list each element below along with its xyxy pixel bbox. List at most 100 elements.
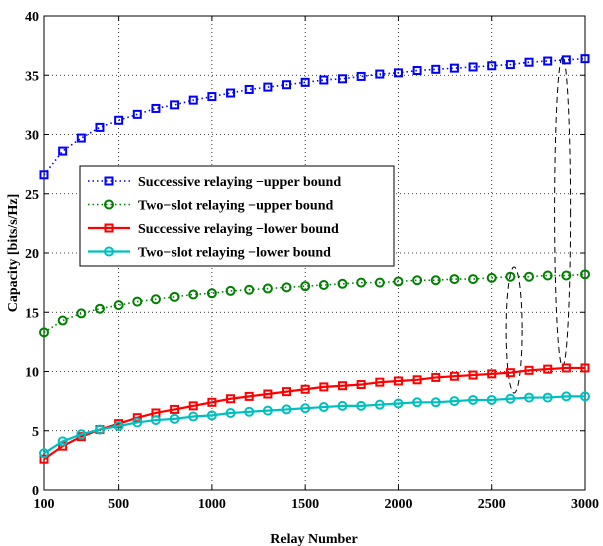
data-point xyxy=(580,363,590,373)
data-point xyxy=(113,421,124,432)
data-point xyxy=(206,410,217,421)
data-point xyxy=(487,369,497,379)
data-point xyxy=(580,269,590,280)
data-point xyxy=(39,454,49,464)
data-point xyxy=(505,368,515,378)
data-point xyxy=(188,401,198,411)
x-tick-labels: 100 500 1000 1500 2000 2500 3000 xyxy=(34,497,600,512)
data-point xyxy=(262,405,273,416)
data-point xyxy=(262,283,273,294)
data-point xyxy=(337,74,347,84)
data-point xyxy=(206,288,217,299)
data-point xyxy=(132,413,142,423)
legend-box xyxy=(79,165,395,267)
data-point xyxy=(132,296,143,307)
data-point xyxy=(300,403,311,414)
data-point xyxy=(468,274,479,285)
legend-label: Successive relaying −upper bound xyxy=(138,175,341,190)
x-axis-title: Relay Number xyxy=(270,532,358,546)
data-point xyxy=(412,66,422,76)
data-point xyxy=(374,399,385,410)
data-point xyxy=(170,100,180,110)
data-point xyxy=(337,381,347,391)
series-1 xyxy=(39,54,590,180)
data-point xyxy=(318,279,329,290)
data-point xyxy=(226,88,236,98)
data-point xyxy=(39,170,49,180)
data-point xyxy=(505,271,516,282)
data-point xyxy=(57,315,68,326)
data-point xyxy=(375,69,385,79)
axis-ticks xyxy=(43,15,586,491)
data-point xyxy=(188,95,198,105)
data-point xyxy=(281,282,292,293)
data-point xyxy=(150,415,161,426)
data-point xyxy=(151,103,161,113)
data-point xyxy=(430,397,441,408)
data-point xyxy=(94,424,105,435)
data-point xyxy=(356,71,366,81)
data-point xyxy=(524,392,535,403)
data-point xyxy=(393,68,403,78)
data-point xyxy=(150,294,161,305)
data-point xyxy=(282,387,292,397)
data-point xyxy=(244,391,254,401)
data-point xyxy=(104,223,114,233)
y-tick-labels: 0 5 10 15 20 25 30 35 40 xyxy=(25,10,39,499)
data-point xyxy=(524,57,534,67)
data-point xyxy=(374,277,385,288)
data-point xyxy=(263,389,273,399)
data-point xyxy=(113,300,124,311)
data-point xyxy=(263,82,273,92)
lower-bound-ellipse xyxy=(505,266,523,394)
data-point xyxy=(94,303,105,314)
data-point xyxy=(431,372,441,382)
series-4 xyxy=(39,391,590,459)
data-point xyxy=(337,278,348,289)
x-tick-label: 3000 xyxy=(571,497,599,512)
y-axis-title: Capacity [bits/s/Hz] xyxy=(6,194,21,313)
data-point xyxy=(542,392,553,403)
data-point xyxy=(244,406,255,417)
data-point xyxy=(524,365,534,375)
data-point xyxy=(244,284,255,295)
data-point xyxy=(57,436,68,447)
data-point xyxy=(486,272,497,283)
legend-label: Two−slot relaying −upper bound xyxy=(138,199,333,214)
data-point xyxy=(244,84,254,94)
data-point xyxy=(58,146,68,156)
y-tick-label: 35 xyxy=(25,69,39,84)
data-point xyxy=(468,62,478,72)
data-point xyxy=(170,404,180,414)
y-tick-label: 5 xyxy=(32,425,39,440)
data-point xyxy=(580,54,590,64)
x-tick-label: 2000 xyxy=(384,497,412,512)
series-2 xyxy=(39,269,590,338)
y-tick-label: 15 xyxy=(25,306,39,321)
data-point xyxy=(356,400,367,411)
data-point xyxy=(393,276,404,287)
y-tick-label: 10 xyxy=(25,366,39,381)
data-point xyxy=(76,308,87,319)
data-point xyxy=(319,382,329,392)
data-point xyxy=(282,80,292,90)
data-point xyxy=(412,375,422,385)
y-tick-label: 20 xyxy=(25,247,39,262)
data-point xyxy=(169,413,180,424)
data-point xyxy=(468,370,478,380)
data-point xyxy=(300,77,310,87)
x-tick-label: 2500 xyxy=(478,497,506,512)
x-tick-label: 500 xyxy=(108,497,129,512)
data-point xyxy=(542,270,553,281)
series-layer xyxy=(39,54,590,464)
data-point xyxy=(486,394,497,405)
data-point xyxy=(412,275,423,286)
data-point xyxy=(104,176,114,186)
data-point xyxy=(104,246,114,257)
data-point xyxy=(188,289,199,300)
data-point xyxy=(449,274,460,285)
data-point xyxy=(356,380,366,390)
y-tick-label: 25 xyxy=(25,188,39,203)
data-point xyxy=(225,407,236,418)
